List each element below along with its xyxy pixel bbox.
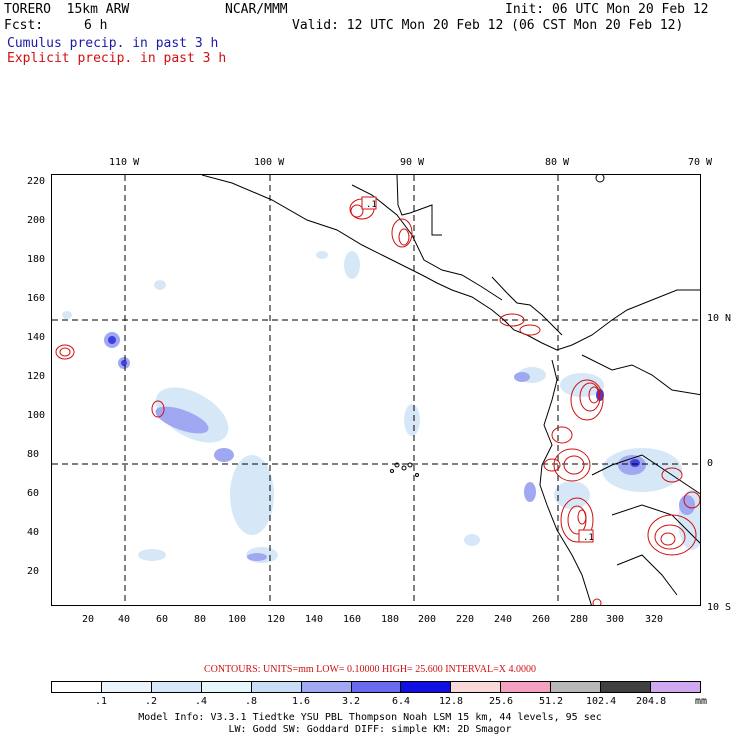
forecast-hour: 6 h xyxy=(84,18,108,33)
color-scale-label: 51.2 xyxy=(539,696,564,707)
x-tick-label: 320 xyxy=(645,614,664,625)
organization-label: NCAR/MMM xyxy=(225,2,288,17)
color-scale-label: .1 xyxy=(95,696,108,707)
color-scale-label: 25.6 xyxy=(489,696,514,707)
legend-explicit: Explicit precip. in past 3 h xyxy=(7,51,227,66)
x-tick-label: 40 xyxy=(118,614,131,625)
x-tick-label: 200 xyxy=(418,614,437,625)
legend-cumulus: Cumulus precip. in past 3 h xyxy=(7,36,219,51)
lat-lon-grid xyxy=(52,175,700,605)
lon-label: 90 W xyxy=(400,157,425,168)
color-scale-label: .8 xyxy=(245,696,258,707)
lon-label: 110 W xyxy=(109,157,140,168)
lon-label: 100 W xyxy=(254,157,285,168)
contour-info: CONTOURS: UNITS=mm LOW= 0.10000 HIGH= 25… xyxy=(204,664,536,675)
y-tick-label: 180 xyxy=(27,254,46,265)
map-canvas: .1 .1 xyxy=(52,175,700,605)
lat-label: 0 xyxy=(707,458,714,469)
x-tick-label: 280 xyxy=(570,614,589,625)
color-swatch xyxy=(151,682,202,692)
lat-label: 10 S xyxy=(707,602,732,613)
x-tick-label: 300 xyxy=(606,614,625,625)
color-scale-label: 204.8 xyxy=(636,696,667,707)
x-tick-label: 240 xyxy=(494,614,513,625)
color-swatch xyxy=(501,682,552,692)
color-scale-label: 3.2 xyxy=(342,696,361,707)
y-tick-label: 160 xyxy=(27,293,46,304)
lat-label: 10 N xyxy=(707,313,732,324)
x-tick-label: 100 xyxy=(228,614,247,625)
color-swatch xyxy=(451,682,502,692)
y-tick-label: 100 xyxy=(27,410,46,421)
color-swatch xyxy=(401,682,452,692)
color-scale-label: .2 xyxy=(145,696,158,707)
max-label: .1 xyxy=(366,200,377,210)
x-tick-label: 220 xyxy=(456,614,475,625)
x-tick-label: 140 xyxy=(305,614,324,625)
color-swatch xyxy=(351,682,402,692)
init-time: Init: 06 UTC Mon 20 Feb 12 xyxy=(505,2,709,17)
physics-info: LW: Godd SW: Goddard DIFF: simple KM: 2D… xyxy=(228,724,512,735)
color-scale xyxy=(51,681,701,693)
color-scale-unit: mm xyxy=(695,696,708,707)
max-label: .1 xyxy=(583,533,594,543)
x-tick-label: 120 xyxy=(267,614,286,625)
color-scale-label: 6.4 xyxy=(392,696,411,707)
color-swatch xyxy=(101,682,152,692)
color-swatch xyxy=(301,682,352,692)
color-scale-label: 12.8 xyxy=(439,696,464,707)
color-swatch xyxy=(52,682,102,692)
color-swatch xyxy=(651,682,700,692)
y-tick-label: 120 xyxy=(27,371,46,382)
color-swatch xyxy=(601,682,652,692)
x-tick-label: 20 xyxy=(82,614,95,625)
valid-time: Valid: 12 UTC Mon 20 Feb 12 (06 CST Mon … xyxy=(292,18,684,33)
coastlines xyxy=(201,175,700,605)
x-tick-label: 260 xyxy=(532,614,551,625)
cumulus-precip-areas xyxy=(62,251,700,563)
x-tick-label: 180 xyxy=(381,614,400,625)
forecast-label: Fcst: xyxy=(4,18,44,33)
y-tick-label: 20 xyxy=(27,566,40,577)
lon-label: 70 W xyxy=(688,157,713,168)
color-scale-label: 102.4 xyxy=(586,696,617,707)
x-tick-label: 80 xyxy=(194,614,207,625)
x-tick-label: 160 xyxy=(343,614,362,625)
y-tick-label: 220 xyxy=(27,176,46,187)
y-tick-label: 80 xyxy=(27,449,40,460)
y-tick-label: 140 xyxy=(27,332,46,343)
y-tick-label: 40 xyxy=(27,527,40,538)
model-info: Model Info: V3.3.1 Tiedtke YSU PBL Thomp… xyxy=(138,712,602,723)
y-tick-label: 60 xyxy=(27,488,40,499)
y-tick-label: 200 xyxy=(27,215,46,226)
color-scale-label: .4 xyxy=(195,696,208,707)
color-swatch xyxy=(201,682,252,692)
color-scale-label: 1.6 xyxy=(292,696,311,707)
model-title: TORERO 15km ARW xyxy=(4,2,130,17)
x-tick-label: 60 xyxy=(156,614,169,625)
color-swatch xyxy=(251,682,302,692)
color-swatch xyxy=(551,682,602,692)
precip-map: .1 .1 xyxy=(51,174,701,606)
explicit-precip-contours xyxy=(55,196,700,605)
lon-label: 80 W xyxy=(545,157,570,168)
